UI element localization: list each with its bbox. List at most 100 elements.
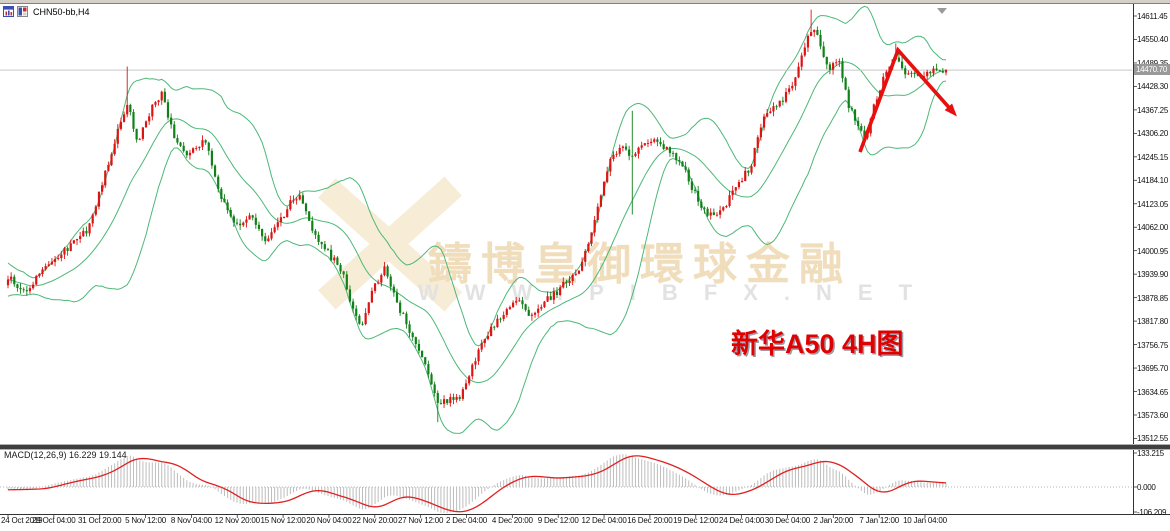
macd-histogram-bar <box>32 487 34 490</box>
candle-body <box>44 266 47 270</box>
candle-body <box>555 291 559 296</box>
candle-body <box>543 301 546 308</box>
time-tick-label: 2 Jan 20:00 <box>813 516 854 525</box>
chart-window-icon <box>3 6 14 17</box>
candle-body <box>116 128 119 144</box>
macd-histogram-bar <box>936 482 938 487</box>
watermark-company-text: 鑄博皇御環球金融 <box>428 240 852 289</box>
candle-body <box>122 114 126 122</box>
candle-body <box>706 208 709 216</box>
candle-body <box>580 261 584 271</box>
bollinger-bands <box>7 5 947 434</box>
candle-body <box>361 323 364 325</box>
candle-body <box>179 142 182 146</box>
candle-body <box>101 185 104 192</box>
macd-histogram-bar <box>889 484 891 487</box>
macd-histogram-bar <box>660 465 662 487</box>
candle-body <box>521 300 524 305</box>
macd-histogram-bar <box>854 485 856 487</box>
candle-body <box>734 187 737 191</box>
candle-body <box>904 68 907 75</box>
candle-body <box>452 397 455 400</box>
macd-histogram-bar <box>794 465 796 487</box>
candle-body <box>606 171 609 182</box>
macd-histogram-bar <box>754 482 756 487</box>
macd-histogram-bar <box>804 462 806 487</box>
candle-body <box>621 146 624 148</box>
macd-histogram-bar <box>311 487 313 491</box>
macd-histogram-bar <box>776 469 778 487</box>
candle-body <box>267 238 270 242</box>
macd-histogram-bar <box>729 487 731 494</box>
macd-histogram-bar <box>223 487 225 497</box>
price-tick-label: 13695.70 <box>1137 364 1168 374</box>
macd-histogram-bar <box>474 487 476 500</box>
macd-histogram-bar <box>443 487 445 513</box>
candle-body <box>565 281 568 284</box>
macd-histogram-bar <box>252 487 254 503</box>
macd-histogram-bar <box>945 483 947 487</box>
candle-body <box>28 288 32 292</box>
macd-histogram-bar <box>70 479 72 487</box>
trend-annotation-line <box>858 46 955 153</box>
candle-body <box>537 308 540 313</box>
candle-body <box>60 254 63 259</box>
candle-body <box>628 149 631 156</box>
macd-histogram-bar <box>393 487 395 496</box>
candle-body <box>377 282 380 284</box>
macd-histogram-bar <box>600 464 602 487</box>
candle-body <box>314 230 317 235</box>
macd-histogram-bar <box>543 478 545 487</box>
macd-histogram-bar <box>553 477 555 487</box>
macd-histogram-bar <box>597 467 599 487</box>
macd-histogram-bar <box>296 487 298 491</box>
macd-histogram-bar <box>292 487 294 493</box>
candle-body <box>129 104 132 113</box>
macd-histogram-bar <box>45 485 47 487</box>
candle-body <box>540 307 543 309</box>
panel-separator[interactable] <box>0 444 1170 450</box>
macd-histogram-bar <box>26 487 28 490</box>
macd-histogram-bar <box>782 468 784 487</box>
candle-body <box>941 71 944 73</box>
candle-body <box>731 190 734 196</box>
candle-body <box>474 361 477 365</box>
macd-histogram-bar <box>675 473 677 487</box>
candle-body <box>433 384 436 394</box>
candle-body <box>107 165 110 171</box>
candle-body <box>772 106 775 112</box>
macd-indicator <box>7 454 947 513</box>
macd-histogram-bar <box>167 465 169 487</box>
candle-body <box>320 241 323 245</box>
time-tick-label: 12 Nov 20:00 <box>214 516 260 525</box>
candle-body <box>282 217 286 218</box>
price-tick-label: 14123.05 <box>1137 199 1168 209</box>
candle-body <box>119 121 123 129</box>
macd-histogram-bar <box>20 487 22 490</box>
macd-histogram-bar <box>346 487 348 502</box>
macd-histogram-bar <box>619 454 621 487</box>
macd-histogram-bar <box>427 487 429 508</box>
candle-body <box>847 89 850 109</box>
time-axis[interactable]: 24 Oct 2019 29 Oct 04:00 31 Oct 20:00 5 Nov… <box>0 516 1170 530</box>
candle-body <box>242 222 245 226</box>
candle-body <box>766 113 769 117</box>
candle-body <box>279 217 283 223</box>
macd-histogram-bar <box>126 455 128 487</box>
candle-body <box>562 281 565 288</box>
macd-histogram-bar <box>669 469 671 487</box>
macd-histogram-bar <box>851 482 853 487</box>
candle-body <box>157 100 160 103</box>
macd-histogram-bar <box>421 487 423 505</box>
candle-body <box>775 106 778 108</box>
price-axis[interactable]: 14611.45 14550.40 14489.35 14428.30 14367.25… <box>1137 0 1170 531</box>
chart-shift-marker-icon[interactable] <box>937 8 947 14</box>
macd-histogram-bar <box>885 486 887 488</box>
candle-body <box>176 138 179 143</box>
price-tick-label: 13634.65 <box>1137 387 1168 397</box>
candle-body <box>483 339 486 344</box>
macd-histogram-bar <box>722 487 724 496</box>
macd-histogram-bar <box>813 459 815 487</box>
